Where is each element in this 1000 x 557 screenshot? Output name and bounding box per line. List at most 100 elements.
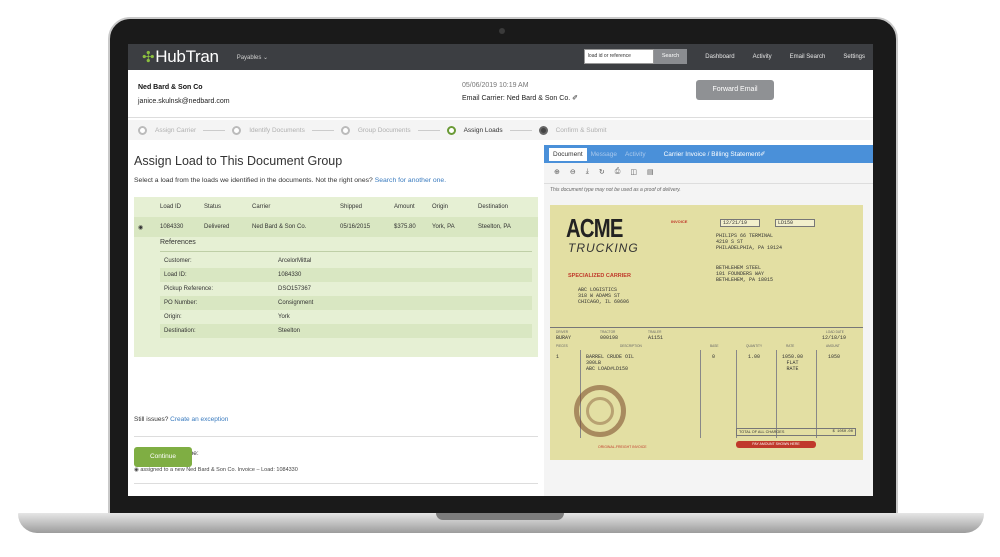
total-charges: TOTAL OF ALL CHARGES $ 1050.00 <box>736 428 856 436</box>
step-connector <box>509 129 532 131</box>
step-dot-icon <box>138 125 147 135</box>
camera <box>499 28 505 34</box>
print-icon[interactable]: ⎙ <box>614 168 621 175</box>
load-table: Load ID Status Carrier Shipped Amount Or… <box>134 197 538 237</box>
laptop-notch <box>436 513 564 520</box>
nav-right: load id or reference Search Dashboard Ac… <box>583 49 865 64</box>
divider <box>134 436 538 437</box>
nav-link-activity[interactable]: Activity <box>752 53 772 60</box>
progress-steps: Assign Carrier Identify Documents Group … <box>128 120 873 140</box>
acme-logo: ACME <box>566 213 623 243</box>
tab-message[interactable]: Message <box>590 150 617 158</box>
nav-link-email-search[interactable]: Email Search <box>789 53 826 60</box>
col-carrier: Carrier <box>252 204 271 210</box>
step-identify-documents[interactable]: Identify Documents <box>232 125 305 135</box>
document-type-label[interactable]: Carrier Invoice / Billing Statement✐ <box>663 151 766 158</box>
bullet-icon: ◉ <box>134 467 141 473</box>
nav-link-dashboard[interactable]: Dashboard <box>705 53 735 60</box>
download-icon[interactable]: ⤓ <box>585 168 589 175</box>
forward-email-button[interactable]: Forward Email <box>696 80 774 100</box>
reference-row: Pickup Reference: DSO157367 <box>164 286 312 292</box>
reference-row: Load ID: 1084330 <box>160 268 532 282</box>
radio-selected-icon[interactable]: ◉ <box>138 224 144 231</box>
hubtran-logo-icon: ✣ <box>142 49 155 66</box>
reference-row: Destination: Steelton <box>160 324 532 338</box>
step-confirm-submit[interactable]: Confirm & Submit <box>538 125 607 135</box>
laptop-base <box>18 513 984 533</box>
email-carrier[interactable]: Email Carrier: Ned Bard & Son Co. ✐ <box>462 95 578 102</box>
coffee-stain <box>574 385 626 437</box>
search-another-link[interactable]: Search for another one. <box>374 177 447 184</box>
nav-link-settings[interactable]: Settings <box>843 53 865 60</box>
step-connector <box>311 129 334 131</box>
zoom-in-icon[interactable]: ⊕ <box>554 169 560 176</box>
tab-activity[interactable]: Activity <box>625 150 646 158</box>
email-date: 05/06/2019 10:19 AM <box>462 82 529 89</box>
company-name: Ned Bard & Son Co <box>138 84 203 91</box>
documents-item: ◉ assigned to a new Ned Bard & Son Co. I… <box>134 467 298 473</box>
coffee-stain <box>586 397 614 425</box>
table-row[interactable]: ◉ 1084330 Delivered Ned Bard & Son Co. 0… <box>134 217 538 237</box>
invoice-line-items: DRIVER BURAY TRACTOR 000198 TRAILER A115… <box>550 327 863 439</box>
consignee-address: BETHLEHEM STEEL 101 FOUNDERS WAY BETHLEHEM… <box>716 265 774 283</box>
zoom-out-icon[interactable]: ⊖ <box>569 169 576 176</box>
document-viewer: Document Message Activity Carrier Invoic… <box>544 145 873 496</box>
email-header: Ned Bard & Son Co janice.skulnsk@nedbard… <box>128 70 873 118</box>
invoice-label: INVOICE <box>671 219 688 224</box>
step-dot-icon <box>232 125 242 135</box>
viewer-notice: This document type may not be used as a … <box>550 187 681 193</box>
logo-text: HubTran <box>155 47 219 66</box>
col-shipped: Shipped <box>340 204 363 210</box>
shipper-address: PHILIPS 66 TERMINAL 4210 S ST PHILADELPHIA… <box>716 233 783 251</box>
pay-amount-badge: PAY AMOUNT SHOWN HERE <box>736 441 816 448</box>
create-exception-link[interactable]: Create an exception <box>170 416 229 423</box>
step-dot-icon <box>446 125 456 135</box>
page-title: Assign Load to This Document Group <box>134 154 343 168</box>
viewer-tabbar: Document Message Activity Carrier Invoic… <box>544 145 873 163</box>
col-amount: Amount <box>394 204 415 210</box>
references-title: References <box>160 239 196 246</box>
search-input[interactable]: load id or reference <box>583 49 654 64</box>
assign-load-pane: Assign Load to This Document Group Selec… <box>128 142 540 496</box>
step-group-documents[interactable]: Group Documents <box>340 125 411 135</box>
issues-line: Still issues? Create an exception <box>134 416 229 423</box>
bill-to-address: ABC LOGISTICS 318 W ADAMS ST CHICAGO, IL 6… <box>578 287 630 305</box>
load-table-header: Load ID Status Carrier Shipped Amount Or… <box>134 197 538 217</box>
col-destination: Destination <box>478 204 509 210</box>
top-nav: ✣ HubTran Payables ⌄ load id or referenc… <box>128 44 873 70</box>
step-connector <box>417 129 440 131</box>
page-icon[interactable]: ▤ <box>646 169 654 176</box>
load-selection-box: Load ID Status Carrier Shipped Amount Or… <box>134 197 538 357</box>
payables-menu[interactable]: Payables ⌄ <box>236 54 269 61</box>
specialized-carrier: SPECIALIZED CARRIER <box>568 273 631 279</box>
col-status: Status <box>204 204 222 210</box>
step-assign-carrier[interactable]: Assign Carrier <box>138 125 196 135</box>
sender-email: janice.skulnsk@nedbard.com <box>138 98 230 105</box>
step-assign-loads[interactable]: Assign Loads <box>446 125 503 135</box>
invoice-ref: LD150 <box>775 219 815 227</box>
logo[interactable]: ✣ HubTran <box>142 47 219 67</box>
acme-subtitle: TRUCKING <box>568 241 639 255</box>
split-icon[interactable]: ◫ <box>630 169 637 176</box>
reference-row: Origin: York <box>164 314 290 320</box>
col-load-id: Load ID <box>160 204 182 210</box>
viewer-toolbar: ⊕ ⊖ ⤓ ↻ ⎙ ◫ ▤ <box>544 165 873 179</box>
invoice-image: ACME TRUCKING SPECIALIZED CARRIER INVOIC… <box>550 205 863 460</box>
step-dot-icon <box>538 125 548 135</box>
step-dot-icon <box>340 125 350 135</box>
search-button[interactable]: Search <box>653 49 688 64</box>
col-origin: Origin <box>432 204 449 210</box>
app-screen: ✣ HubTran Payables ⌄ load id or referenc… <box>128 44 873 496</box>
tab-document[interactable]: Document <box>549 147 587 161</box>
step-connector <box>203 129 226 131</box>
subtitle: Select a load from the loads we identifi… <box>134 177 447 184</box>
divider <box>134 483 538 484</box>
rotate-icon[interactable]: ↻ <box>598 169 605 176</box>
reference-row: Customer: ArcelorMittal <box>164 258 312 264</box>
continue-button[interactable]: Continue <box>134 447 192 467</box>
divider <box>160 251 532 252</box>
original-label: ORIGINAL-FREIGHT INVOICE <box>598 445 647 449</box>
divider <box>544 183 873 184</box>
reference-row: PO Number: Consignment <box>160 296 532 310</box>
